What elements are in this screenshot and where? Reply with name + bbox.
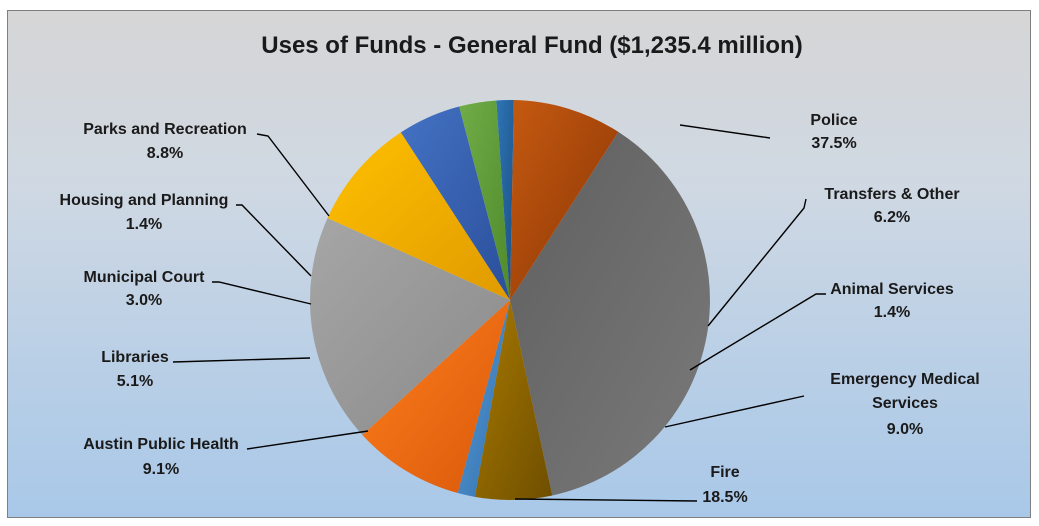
leader-line-fire <box>514 498 698 502</box>
slice-austin-public-health <box>327 132 510 300</box>
slice-value-parks-and-recreation: 8.8% <box>147 145 183 162</box>
slice-transfers-and-other <box>474 300 553 500</box>
slice-value-austin-public-health: 9.1% <box>143 461 179 478</box>
leader-line-municipal-court <box>212 281 312 305</box>
slice-parks-and-recreation <box>510 100 619 300</box>
leader-line-parks-and-recreation <box>256 133 330 217</box>
slice-label-housing-and-planning: Housing and Planning <box>60 192 229 209</box>
slice-value-transfers-and-other: 6.2% <box>874 209 910 226</box>
leader-line-housing-and-planning <box>236 204 312 277</box>
slice-label-municipal-court: Municipal Court <box>84 269 206 286</box>
slice-value-fire: 18.5% <box>702 489 747 506</box>
slice-label-emergency-medical-services: Emergency Medical <box>830 371 979 388</box>
leader-line-austin-public-health <box>246 430 369 450</box>
slice-value-libraries: 5.1% <box>117 373 153 390</box>
slice-emergency-medical-services <box>362 300 510 494</box>
slice-label-animal-services: Animal Services <box>830 281 954 298</box>
slice-label-emergency-medical-services: Services <box>872 395 938 412</box>
slice-municipal-court <box>459 100 510 300</box>
slice-labels: Police 37.5% Transfers & Other 6.2% Animal S… <box>60 112 980 506</box>
slice-label-transfers-and-other: Transfers & Other <box>824 186 959 203</box>
pie-slices <box>310 100 710 500</box>
slice-value-housing-and-planning: 1.4% <box>126 216 162 233</box>
leader-lines <box>172 124 826 502</box>
slice-police <box>510 131 710 496</box>
slice-value-animal-services: 1.4% <box>874 304 910 321</box>
slice-animal-services <box>457 300 510 497</box>
leader-line-emergency-medical-services <box>664 395 805 428</box>
slice-value-municipal-court: 3.0% <box>126 292 162 309</box>
slice-fire <box>310 218 510 435</box>
slice-housing-and-planning <box>496 100 514 300</box>
slice-value-police: 37.5% <box>811 135 856 152</box>
chart-title: Uses of Funds - General Fund ($1,235.4 m… <box>261 32 802 59</box>
leader-line-police <box>679 124 771 139</box>
slice-label-libraries: Libraries <box>101 349 169 366</box>
slice-libraries <box>400 106 510 300</box>
slice-label-fire: Fire <box>710 464 739 481</box>
slice-label-austin-public-health: Austin Public Health <box>83 436 239 453</box>
leader-line-transfers-and-other <box>707 198 807 327</box>
leader-line-libraries <box>172 357 311 363</box>
slice-label-police: Police <box>810 112 857 129</box>
slice-label-parks-and-recreation: Parks and Recreation <box>83 121 247 138</box>
leader-line-animal-services <box>689 293 826 371</box>
slice-value-emergency-medical-services: 9.0% <box>887 421 923 438</box>
